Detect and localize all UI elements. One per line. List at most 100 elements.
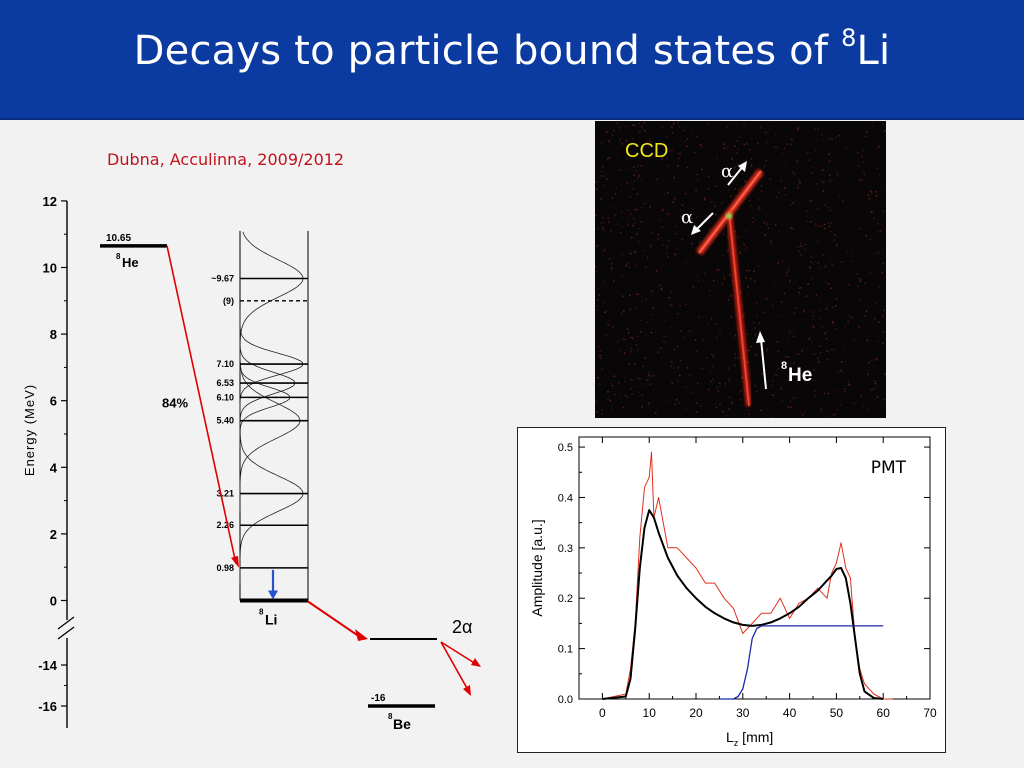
ccd-noise-pixel [774,224,777,226]
ccd-noise-pixel [847,383,850,385]
ccd-noise-pixel [599,354,602,356]
ccd-noise-pixel [613,129,615,132]
ccd-noise-pixel [746,333,749,335]
axis-break-mark [57,626,75,640]
ccd-noise-pixel [800,411,802,414]
ccd-noise-pixel [789,280,791,282]
ccd-noise-pixel [876,147,879,150]
ccd-noise-pixel [750,165,753,167]
ccd-noise-pixel [741,376,744,379]
ccd-noise-pixel [605,131,608,133]
li8-level-label: 0.98 [216,563,234,573]
ccd-noise-pixel [878,145,880,148]
ccd-noise-pixel [786,271,788,274]
ccd-noise-pixel [778,231,780,233]
ccd-noise-pixel [655,331,657,333]
ccd-noise-pixel [690,217,693,219]
ccd-noise-pixel [759,330,761,333]
ccd-noise-pixel [655,270,658,272]
ccd-noise-pixel [877,340,879,343]
ccd-noise-pixel [821,133,823,136]
ccd-noise-pixel [872,365,875,367]
ccd-noise-pixel [836,171,839,173]
ccd-noise-pixel [617,341,619,343]
ccd-noise-pixel [688,374,691,377]
ccd-noise-pixel [819,309,821,312]
ccd-noise-pixel [696,216,698,218]
ccd-noise-pixel [641,125,643,128]
ccd-noise-pixel [743,144,745,146]
ccd-noise-pixel [746,246,748,249]
ccd-noise-pixel [831,264,833,266]
ccd-noise-pixel [635,293,638,295]
ccd-noise-pixel [715,185,717,187]
ccd-noise-pixel [695,411,698,413]
ccd-noise-pixel [595,265,597,268]
ccd-noise-pixel [737,208,739,210]
ccd-noise-pixel [648,138,651,140]
ccd-noise-pixel [600,142,602,145]
ccd-noise-pixel [667,213,670,215]
ccd-noise-pixel [862,161,864,163]
ccd-noise-pixel [670,365,672,368]
ccd-noise-pixel [830,230,832,233]
ccd-noise-pixel [686,166,688,169]
ccd-noise-pixel [727,367,730,369]
ccd-noise-pixel [716,337,718,339]
ccd-noise-pixel [599,350,602,352]
ccd-noise-pixel [870,211,872,213]
ccd-noise-pixel [685,261,687,263]
ccd-noise-pixel [720,202,723,205]
ccd-noise-pixel [723,278,726,280]
ccd-noise-pixel [803,309,805,312]
ccd-noise-pixel [859,299,861,301]
ccd-noise-pixel [635,264,637,267]
ccd-noise-pixel [747,409,749,412]
ccd-noise-pixel [781,152,784,155]
he8-level-label: He [122,255,139,270]
ccd-noise-pixel [821,139,824,141]
ccd-noise-pixel [656,178,658,181]
ccd-noise-pixel [739,245,741,248]
ccd-noise-pixel [603,229,605,231]
ccd-noise-pixel [822,169,824,171]
ccd-noise-pixel [755,302,758,304]
ccd-noise-pixel [672,367,675,370]
ccd-noise-pixel [597,377,599,379]
ccd-noise-pixel [709,229,711,231]
ccd-noise-pixel [827,206,829,209]
alpha-arrow-left-head [691,225,701,235]
ccd-noise-pixel [633,124,636,127]
ccd-noise-pixel [740,187,742,189]
ccd-noise-pixel [718,382,721,385]
ccd-noise-pixel [728,189,731,191]
ccd-noise-pixel [745,277,747,279]
ccd-noise-pixel [879,230,882,232]
ccd-noise-pixel [864,315,866,317]
ccd-noise-pixel [709,290,711,292]
ccd-noise-pixel [828,270,830,272]
title-superscript: 8 [841,24,857,52]
ccd-noise-pixel [608,140,610,142]
ccd-noise-pixel [733,167,736,169]
ccd-noise-pixel [878,321,880,324]
ccd-noise-pixel [759,127,762,129]
ccd-noise-pixel [723,147,725,150]
ccd-noise-pixel [667,165,670,167]
ccd-noise-pixel [867,194,869,196]
ccd-noise-pixel [676,248,678,250]
ccd-noise-pixel [645,334,647,336]
ccd-noise-pixel [867,373,869,376]
ccd-noise-pixel [691,129,693,131]
ccd-noise-pixel [817,128,819,131]
ccd-noise-pixel [838,134,840,137]
ccd-noise-pixel [835,413,837,415]
ccd-noise-pixel [873,217,875,219]
ccd-noise-pixel [859,280,861,282]
ccd-noise-pixel [871,297,873,300]
title-bar: Decays to particle bound states of 8Li [0,0,1024,120]
ccd-noise-pixel [850,316,853,319]
ccd-noise-pixel [758,265,760,268]
ccd-noise-pixel [635,169,637,171]
ccd-noise-pixel [679,153,681,155]
